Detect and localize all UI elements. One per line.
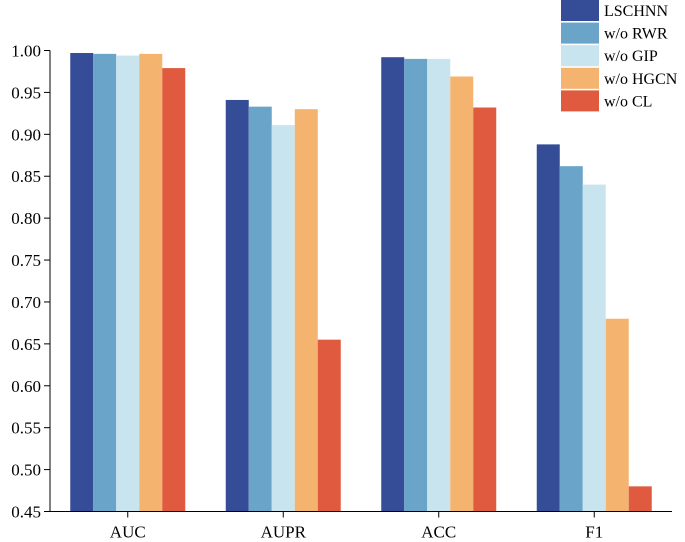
bar-aupr-3 <box>294 109 318 512</box>
legend-swatch <box>561 45 599 67</box>
legend-label: w/o GIP <box>604 48 658 65</box>
bar-acc-0 <box>381 57 405 512</box>
y-tick-label: 0.90 <box>11 125 41 144</box>
y-tick-label: 0.45 <box>11 503 41 522</box>
y-tick-label: 0.70 <box>11 293 41 312</box>
bar-auc-3 <box>139 53 163 512</box>
bar-auc-1 <box>93 53 117 512</box>
bar-f1-4 <box>628 486 652 512</box>
legend-swatch <box>561 22 599 44</box>
legend-label: w/o HGCN <box>604 71 678 88</box>
legend-swatch <box>561 67 599 89</box>
y-axis-ticks: 0.45 0.50 0.55 0.60 0.65 0.70 0.75 0.80 0.85 0.90… <box>11 42 50 522</box>
legend-swatch <box>561 0 599 21</box>
bar-acc-1 <box>404 58 428 512</box>
legend-label: w/o CL <box>604 93 652 110</box>
bars-group <box>70 53 652 512</box>
bar-aupr-2 <box>271 125 295 512</box>
bar-f1-0 <box>536 144 560 512</box>
y-tick-label: 0.80 <box>11 209 41 228</box>
y-tick-label: 0.95 <box>11 83 41 102</box>
legend-label: LSCHNN <box>604 3 668 20</box>
y-tick-label: 0.85 <box>11 167 41 186</box>
bar-auc-0 <box>70 53 94 512</box>
bar-f1-1 <box>559 166 583 512</box>
bar-acc-4 <box>473 107 497 512</box>
y-tick-label: 0.65 <box>11 335 41 354</box>
x-tick-label: ACC <box>421 523 456 542</box>
bar-aupr-1 <box>248 106 272 512</box>
y-tick-label: 0.60 <box>11 377 41 396</box>
bar-f1-3 <box>605 318 629 512</box>
bar-aupr-4 <box>317 339 341 512</box>
y-tick-label: 1.00 <box>11 42 41 61</box>
x-axis-ticks: AUC AUPR ACC F1 <box>110 511 603 542</box>
bar-auc-2 <box>116 55 140 512</box>
bar-auc-4 <box>162 68 186 512</box>
bar-acc-3 <box>450 76 474 512</box>
legend-label: w/o RWR <box>604 26 668 43</box>
x-tick-label: AUPR <box>261 523 307 542</box>
bar-aupr-0 <box>225 99 249 512</box>
bar-f1-2 <box>582 184 606 512</box>
y-tick-label: 0.50 <box>11 461 41 480</box>
y-tick-label: 0.55 <box>11 419 41 438</box>
x-tick-label: AUC <box>110 523 146 542</box>
bar-acc-2 <box>427 58 451 512</box>
legend-swatch <box>561 90 599 112</box>
x-tick-label: F1 <box>585 523 603 542</box>
legend: LSCHNN w/o RWR w/o GIP w/o HGCN w/o CL <box>561 0 678 112</box>
y-tick-label: 0.75 <box>11 251 41 270</box>
